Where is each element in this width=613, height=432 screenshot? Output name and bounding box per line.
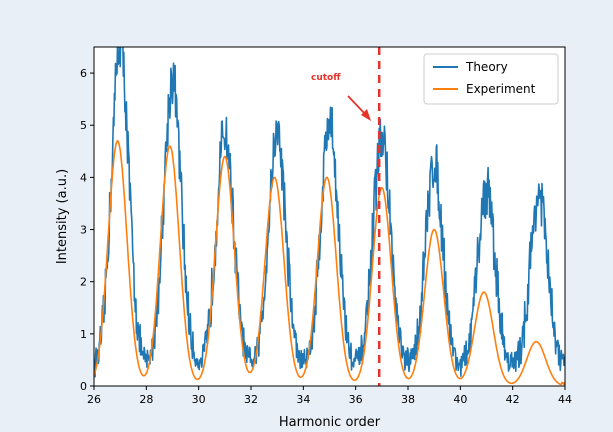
legend-label-theory: Theory: [465, 60, 508, 74]
series-line-experiment: [94, 140, 565, 386]
x-tick-label: 30: [192, 393, 206, 406]
y-tick-label: 3: [80, 224, 87, 237]
legend: Theory Experiment: [423, 53, 559, 105]
y-tick-label: 6: [80, 67, 87, 80]
series-layer: [94, 47, 565, 386]
cutoff-annotation: cutoff: [311, 73, 371, 121]
y-tick-label: 1: [80, 328, 87, 341]
y-tick-label: 4: [80, 171, 87, 184]
cutoff-label: cutoff: [311, 73, 341, 83]
cutoff-arrow: [347, 95, 367, 116]
x-tick-label: 32: [244, 393, 258, 406]
x-tick-label: 38: [401, 393, 415, 406]
y-axis: 0 1 2 3 4 5 6: [80, 67, 94, 393]
legend-label-experiment: Experiment: [466, 82, 536, 96]
y-axis-label: Intensity (a.u.): [55, 169, 70, 264]
x-tick-label: 40: [453, 393, 467, 406]
x-tick-label: 36: [349, 393, 363, 406]
x-tick-label: 34: [296, 393, 310, 406]
y-tick-label: 0: [80, 380, 87, 393]
cutoff-arrowhead: [361, 109, 371, 121]
series-line-theory: [94, 47, 565, 378]
x-axis-label: Harmonic order: [279, 415, 381, 430]
y-tick-label: 5: [80, 119, 87, 132]
x-tick-label: 42: [506, 393, 520, 406]
y-tick-label: 2: [80, 276, 87, 289]
x-tick-label: 28: [139, 393, 153, 406]
x-tick-label: 44: [558, 393, 572, 406]
x-axis: 26 28 30 32 34 36 38 40 42 44: [87, 386, 572, 406]
plot-frame: [93, 46, 566, 387]
x-tick-label: 26: [87, 393, 101, 406]
